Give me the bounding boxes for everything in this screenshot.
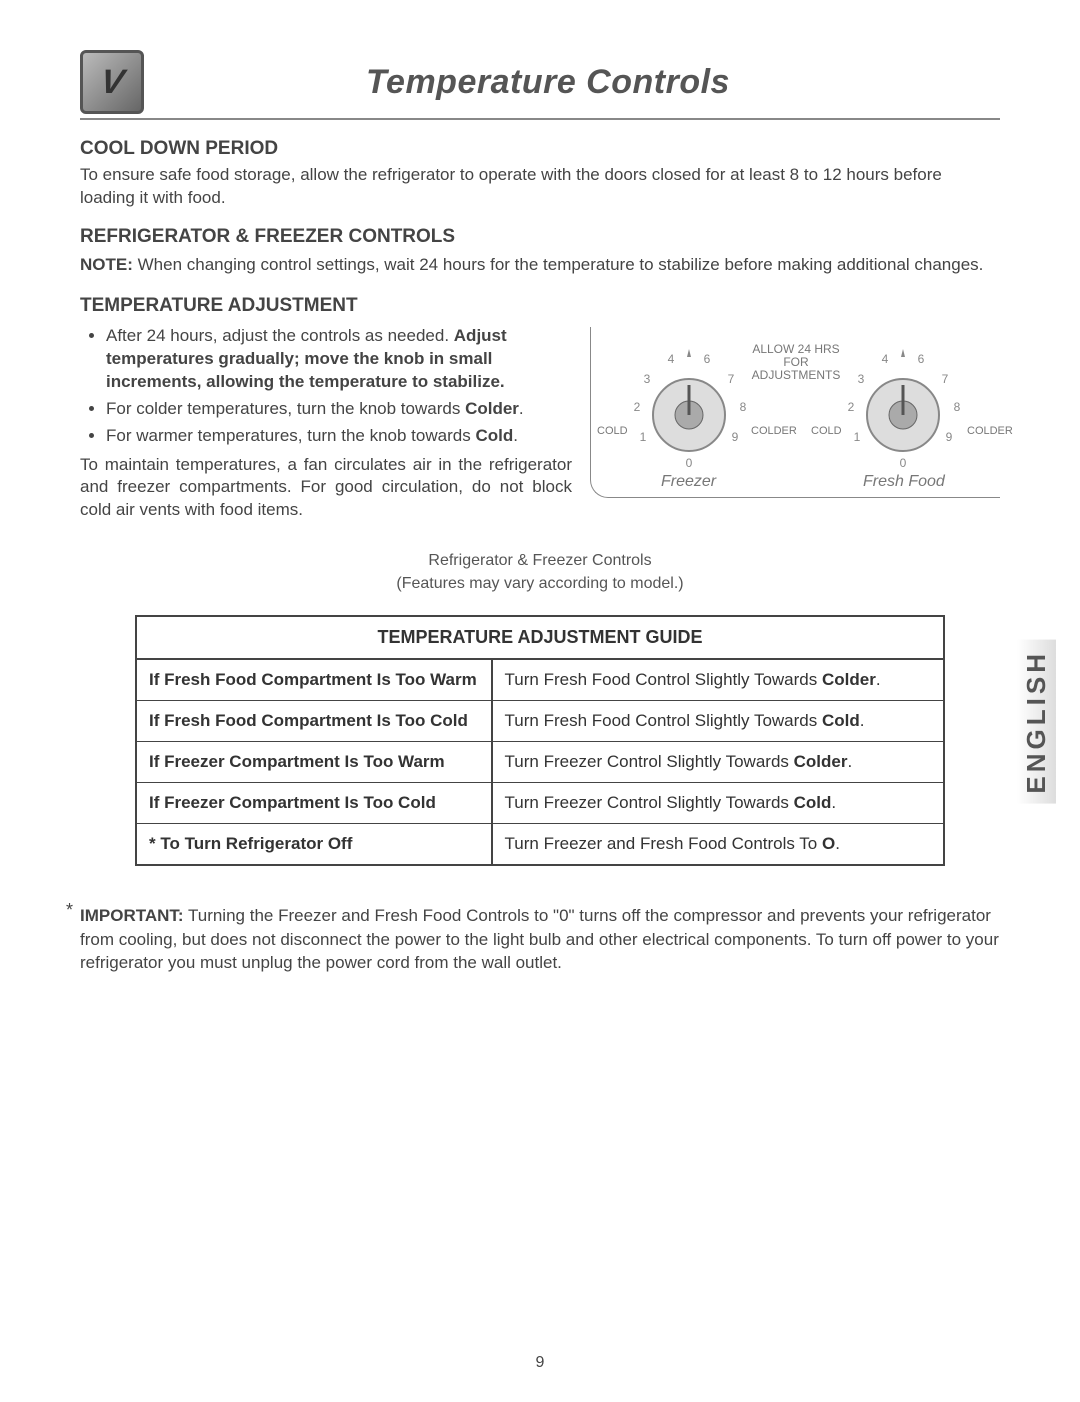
cond-cell: If Freezer Compartment Is Too Cold <box>136 783 492 824</box>
freezer-cold-label: COLD <box>597 425 628 437</box>
bullet-3: For warmer temperatures, turn the knob t… <box>106 425 572 448</box>
cond-cell: If Fresh Food Compartment Is Too Cold <box>136 701 492 742</box>
controls-note: NOTE: When changing control settings, wa… <box>80 254 1000 277</box>
svg-text:4: 4 <box>668 352 675 366</box>
act-cell: Turn Fresh Food Control Slightly Towards… <box>492 701 944 742</box>
note-body: When changing control settings, wait 24 … <box>138 255 984 274</box>
cond-cell: * To Turn Refrigerator Off <box>136 824 492 866</box>
cond-cell: If Fresh Food Compartment Is Too Warm <box>136 659 492 701</box>
svg-text:7: 7 <box>728 372 735 386</box>
svg-text:2: 2 <box>848 400 855 414</box>
svg-text:4: 4 <box>882 352 889 366</box>
important-body: Turning the Freezer and Fresh Food Contr… <box>80 906 999 972</box>
diagram-col: ALLOW 24 HRS FOR ADJUSTMENTS 0 1 2 3 4 6… <box>590 321 1000 523</box>
table-row: If Fresh Food Compartment Is Too Cold Tu… <box>136 701 944 742</box>
freshfood-colder-label: COLDER <box>967 425 1013 437</box>
asterisk-icon: * <box>66 898 73 923</box>
svg-text:2: 2 <box>634 400 641 414</box>
svg-text:1: 1 <box>640 430 647 444</box>
freshfood-cold-label: COLD <box>811 425 842 437</box>
svg-text:3: 3 <box>644 372 651 386</box>
table-title: TEMPERATURE ADJUSTMENT GUIDE <box>136 616 944 659</box>
controls-heading: REFRIGERATOR & FREEZER CONTROLS <box>80 226 1000 248</box>
manual-logo-icon: V <box>80 50 144 114</box>
freshfood-caption: Fresh Food <box>863 473 945 491</box>
cond-cell: If Freezer Compartment Is Too Warm <box>136 742 492 783</box>
svg-text:8: 8 <box>740 400 747 414</box>
freezer-caption: Freezer <box>661 473 716 491</box>
bullet-3-b: Cold <box>475 426 513 445</box>
bullet-3-a: For warmer temperatures, turn the knob t… <box>106 426 475 445</box>
adjustment-heading: TEMPERATURE ADJUSTMENT <box>80 295 1000 317</box>
language-tab: ENGLISH <box>1017 640 1056 804</box>
page-title: Temperature Controls <box>156 63 1000 102</box>
svg-text:6: 6 <box>704 352 711 366</box>
cool-down-body: To ensure safe food storage, allow the r… <box>80 164 1000 210</box>
adjustment-text-col: After 24 hours, adjust the controls as n… <box>80 321 572 523</box>
controls-diagram: ALLOW 24 HRS FOR ADJUSTMENTS 0 1 2 3 4 6… <box>590 327 1000 498</box>
table-row: If Freezer Compartment Is Too Cold Turn … <box>136 783 944 824</box>
adjustment-after-list: To maintain temperatures, a fan circulat… <box>80 454 572 523</box>
bullet-1: After 24 hours, adjust the controls as n… <box>106 325 572 394</box>
act-cell: Turn Freezer and Fresh Food Controls To … <box>492 824 944 866</box>
figure-caption: Refrigerator & Freezer Controls (Feature… <box>80 550 1000 595</box>
svg-text:6: 6 <box>918 352 925 366</box>
act-cell: Turn Fresh Food Control Slightly Towards… <box>492 659 944 701</box>
freshfood-dial-icon: 0 1 2 3 4 6 7 8 9 <box>813 335 993 485</box>
logo-glyph: V <box>98 63 126 102</box>
svg-text:7: 7 <box>942 372 949 386</box>
adjustment-guide-table: TEMPERATURE ADJUSTMENT GUIDE If Fresh Fo… <box>135 615 945 866</box>
bullet-3-c: . <box>513 426 518 445</box>
act-cell: Turn Freezer Control Slightly Towards Co… <box>492 783 944 824</box>
svg-text:8: 8 <box>954 400 961 414</box>
adjustment-bullets: After 24 hours, adjust the controls as n… <box>80 325 572 448</box>
svg-text:9: 9 <box>946 430 953 444</box>
act-cell: Turn Freezer Control Slightly Towards Co… <box>492 742 944 783</box>
table-row: If Freezer Compartment Is Too Warm Turn … <box>136 742 944 783</box>
bullet-2-b: Colder <box>465 399 519 418</box>
svg-text:1: 1 <box>854 430 861 444</box>
important-label: IMPORTANT: <box>80 906 184 925</box>
adjustment-columns: After 24 hours, adjust the controls as n… <box>80 321 1000 523</box>
bullet-2-a: For colder temperatures, turn the knob t… <box>106 399 465 418</box>
freezer-dial-icon: 0 1 2 3 4 6 7 8 9 <box>599 335 779 485</box>
svg-text:9: 9 <box>732 430 739 444</box>
note-label: NOTE: <box>80 255 133 274</box>
bullet-2: For colder temperatures, turn the knob t… <box>106 398 572 421</box>
svg-text:3: 3 <box>858 372 865 386</box>
table-row: If Fresh Food Compartment Is Too Warm Tu… <box>136 659 944 701</box>
svg-text:0: 0 <box>900 456 907 470</box>
page-number: 9 <box>0 1354 1080 1372</box>
cool-down-heading: COOL DOWN PERIOD <box>80 138 1000 160</box>
header-bar: V Temperature Controls <box>80 50 1000 120</box>
bullet-1-lead: After 24 hours, adjust the controls as n… <box>106 326 454 345</box>
table-row: * To Turn Refrigerator Off Turn Freezer … <box>136 824 944 866</box>
important-block: * IMPORTANT: Turning the Freezer and Fre… <box>80 904 1000 974</box>
svg-text:0: 0 <box>686 456 693 470</box>
document-page: V Temperature Controls COOL DOWN PERIOD … <box>0 0 1080 974</box>
bullet-2-c: . <box>519 399 524 418</box>
freezer-colder-label: COLDER <box>751 425 797 437</box>
